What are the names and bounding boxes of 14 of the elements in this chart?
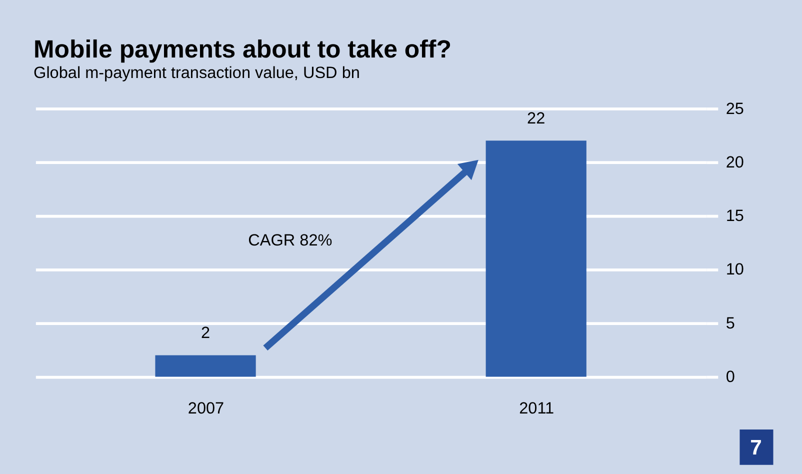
y-tick-label: 15 <box>726 207 744 226</box>
data-label: 2 <box>201 324 210 342</box>
x-tick-label: 2011 <box>519 400 554 418</box>
y-tick-label: 20 <box>726 153 744 172</box>
data-label: 22 <box>527 109 546 128</box>
annotation: CAGR 82% <box>248 232 332 250</box>
x-tick-label: 2007 <box>188 400 224 418</box>
y-tick-label: 25 <box>726 100 744 118</box>
text: 7 <box>750 436 762 460</box>
y-tick-label: 0 <box>726 368 735 386</box>
chart-subtitle: Global m-payment transaction value, USD bn <box>34 64 360 82</box>
y-tick-label: 10 <box>726 260 744 279</box>
y-tick-label: 5 <box>726 314 735 332</box>
chart-title: Mobile payments about to take off? <box>34 36 452 64</box>
